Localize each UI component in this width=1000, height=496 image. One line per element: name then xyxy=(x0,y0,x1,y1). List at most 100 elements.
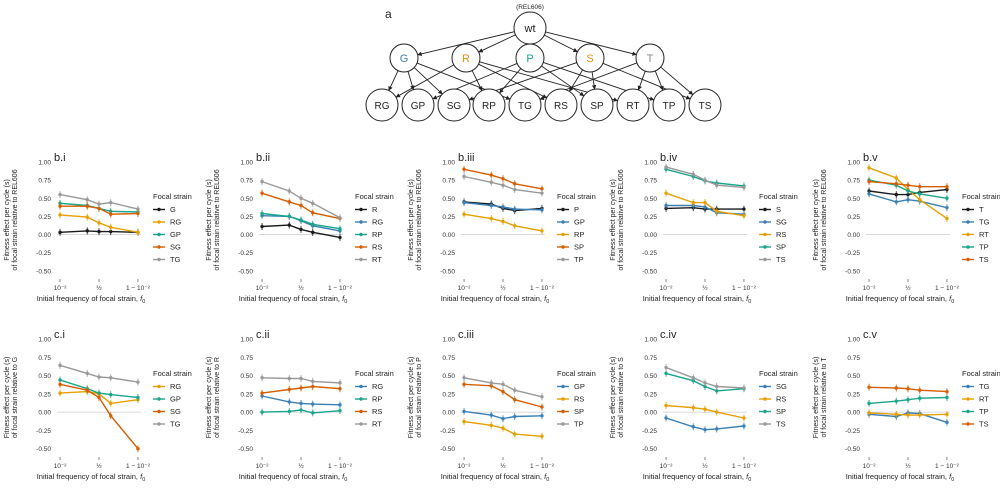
x-tick-label: 1 − 10⁻² xyxy=(732,285,757,292)
legend-swatch-dot xyxy=(763,422,767,426)
x-axis-label: Initial frequency of focal strain, f0 xyxy=(239,472,348,483)
data-point xyxy=(715,410,719,414)
legend-label: RG xyxy=(372,218,383,227)
chart-title: c.v xyxy=(863,329,878,341)
series-RP xyxy=(260,406,342,417)
data-point xyxy=(945,216,949,221)
data-point xyxy=(703,384,707,389)
data-point xyxy=(715,183,719,187)
legend-item-TP: TP xyxy=(557,255,584,264)
legend-item-TS: TS xyxy=(759,255,786,264)
series-RT xyxy=(260,178,342,222)
y-tick-label: -0.25 xyxy=(845,250,860,257)
data-point xyxy=(85,215,89,219)
y-axis-label-line2: of focal strain relative to REL606 xyxy=(214,169,221,270)
data-point xyxy=(299,203,303,208)
data-point xyxy=(299,218,303,222)
node-SG-circle xyxy=(437,88,471,122)
y-tick-label: -0.25 xyxy=(642,428,657,435)
data-point xyxy=(338,408,342,413)
y-tick-label: 1.00 xyxy=(442,160,455,167)
data-point xyxy=(945,205,949,210)
data-point xyxy=(489,173,493,177)
data-point xyxy=(513,224,517,228)
data-point xyxy=(918,184,922,189)
data-point xyxy=(501,219,505,224)
data-point xyxy=(299,227,303,232)
x-axis-label-text: Initial frequency of focal strain, xyxy=(239,472,342,481)
legend-label: GP xyxy=(574,382,585,391)
x-axis-label: Initial frequency of focal strain, f0 xyxy=(37,294,146,305)
y-tick-label: 0.25 xyxy=(240,391,253,398)
x-tick-label: 1 − 10⁻² xyxy=(530,463,555,470)
y-tick-label: -0.50 xyxy=(440,446,455,453)
data-point xyxy=(136,230,140,235)
data-point xyxy=(58,378,62,382)
data-point xyxy=(664,416,668,420)
x-axis-label: Initial frequency of focal strain, f0 xyxy=(441,294,550,305)
x-tick-label: 10⁻² xyxy=(458,285,472,292)
legend-label: RG xyxy=(170,218,181,227)
data-point xyxy=(894,412,898,417)
node-G-label: G xyxy=(400,53,409,65)
data-point xyxy=(338,381,342,385)
legend-swatch-dot xyxy=(763,245,767,249)
y-tick-label: 0.00 xyxy=(240,410,253,417)
data-point xyxy=(97,391,101,395)
node-P-label: P xyxy=(526,53,533,65)
y-axis-label-line1: Fitness effect per cycle (s) xyxy=(610,179,617,261)
y-tick-label: 1.00 xyxy=(38,337,51,344)
data-point xyxy=(462,200,466,205)
legend-item-RT: RT xyxy=(962,395,989,404)
data-point xyxy=(109,401,113,406)
legend-label: TS xyxy=(979,420,989,429)
series-TS xyxy=(664,364,746,392)
x-tick-label: 1 − 10⁻² xyxy=(935,285,960,292)
legend-swatch-dot xyxy=(561,409,565,414)
legend-item-RT: RT xyxy=(355,420,382,429)
legend-title: Focal strain xyxy=(557,369,596,378)
y-tick-label: -0.25 xyxy=(238,250,253,257)
node-SG: SG xyxy=(437,88,471,122)
x-axis-label-var: f xyxy=(342,294,345,303)
y-tick-label: 0.75 xyxy=(644,178,657,185)
x-tick-label: 10⁻² xyxy=(458,463,472,470)
x-axis-label-var: f xyxy=(949,294,952,303)
data-point xyxy=(109,376,113,380)
x-axis-label-sub: 0 xyxy=(951,477,954,483)
y-tick-label: -0.50 xyxy=(845,268,860,275)
series-RS xyxy=(664,402,746,422)
data-point xyxy=(867,385,871,389)
data-point xyxy=(58,382,62,387)
data-point xyxy=(513,187,517,192)
chart-c-ii: c.ii Fitness effect per cycle (s) of focal… xyxy=(206,329,394,483)
x-axis-label-var: f xyxy=(342,472,345,481)
data-point xyxy=(489,216,493,221)
legend-swatch-dot xyxy=(561,384,565,389)
y-tick-label: -0.50 xyxy=(440,268,455,275)
y-tick-label: -0.50 xyxy=(36,446,51,453)
series-TS xyxy=(867,178,949,191)
legend-label: RT xyxy=(979,230,989,239)
legend-label: RS xyxy=(776,395,786,404)
legend-item-SG: SG xyxy=(153,407,181,416)
legend-title: Focal strain xyxy=(153,369,192,378)
legend-item-RP: RP xyxy=(355,395,382,404)
y-axis-label: Fitness effect per cycle (s) of focal str… xyxy=(610,169,625,270)
node-GP: GP xyxy=(401,88,435,122)
data-point xyxy=(664,403,668,408)
node-G-circle xyxy=(389,43,419,73)
legend-item-TP: TP xyxy=(962,243,989,252)
node-S: S xyxy=(575,43,605,73)
data-point xyxy=(311,379,315,384)
legend-title: Focal strain xyxy=(355,369,394,378)
legend-label: SG xyxy=(776,382,787,391)
data-point xyxy=(299,196,303,200)
x-tick-label: ½ xyxy=(96,462,102,470)
legend-swatch-dot xyxy=(359,220,363,224)
y-tick-label: 0.75 xyxy=(240,355,253,362)
node-SG-label: SG xyxy=(447,101,462,112)
data-point xyxy=(906,189,910,193)
node-R-label: R xyxy=(462,53,470,65)
